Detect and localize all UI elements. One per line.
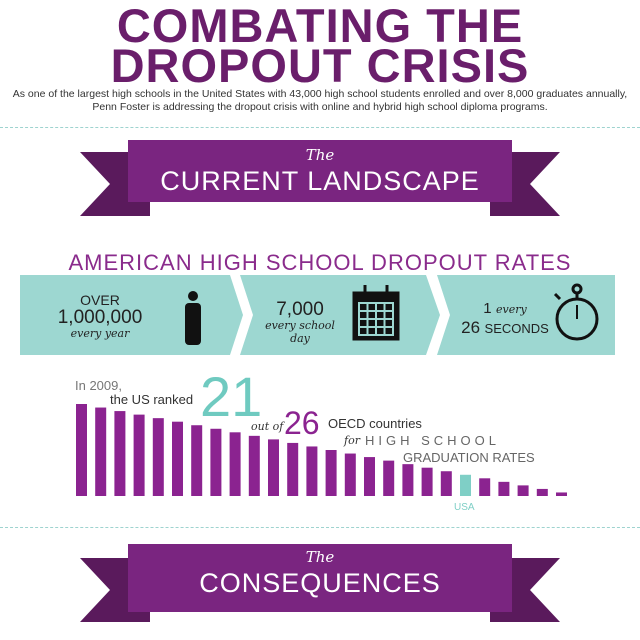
ribbon-shape <box>80 544 560 622</box>
bar <box>133 414 145 496</box>
stat-number: 7,000 <box>276 299 324 320</box>
bar <box>287 442 299 496</box>
stat-script: every year <box>70 327 130 340</box>
stat-number: 26 <box>461 318 481 337</box>
bar <box>517 485 529 496</box>
banner-the: The <box>305 146 335 164</box>
banner-current-landscape: The CURRENT LANDSCAPE <box>0 138 640 218</box>
bar <box>306 446 318 496</box>
bar <box>95 407 107 496</box>
bar <box>440 471 452 496</box>
bar <box>536 488 548 496</box>
bar <box>498 481 510 496</box>
bar <box>172 421 183 496</box>
bar <box>402 464 414 496</box>
stat-panel <box>437 275 615 355</box>
stopwatch-icon <box>553 283 599 341</box>
bar <box>325 450 337 496</box>
stats-strip <box>20 275 615 355</box>
bar <box>210 428 222 496</box>
bar <box>229 432 241 496</box>
bar <box>268 439 279 496</box>
title-line: DROPOUT CRISIS <box>110 39 530 92</box>
divider <box>0 527 640 528</box>
dropout-heading: AMERICAN HIGH SCHOOL DROPOUT RATES <box>68 250 572 275</box>
stat-one: 1 <box>483 300 492 317</box>
bar <box>114 411 126 496</box>
bar <box>76 404 87 496</box>
stat-yearly: OVER 1,000,000 every year <box>40 292 160 340</box>
banner-title: CURRENT LANDSCAPE <box>160 166 480 196</box>
bar <box>479 478 491 496</box>
intro-text: As one of the largest high schools in th… <box>12 88 628 113</box>
stat-unit: SECONDS <box>484 321 549 336</box>
stat-top: OVER <box>80 292 120 308</box>
stat-script: every school day <box>265 319 335 345</box>
bar <box>191 425 203 496</box>
bar <box>556 492 567 496</box>
stat-script: every <box>496 303 527 316</box>
banner-title: CONSEQUENCES <box>199 568 441 598</box>
bar <box>383 460 395 496</box>
banner-the: The <box>305 548 335 566</box>
title-line: COMBATING THE <box>116 0 524 52</box>
stat-daily: 7,000 every school day <box>255 300 345 345</box>
stat-seconds: 1 every 26 SECONDS <box>455 300 555 338</box>
bar <box>421 467 433 496</box>
banner-consequences: The CONSEQUENCES <box>0 540 640 622</box>
bar <box>152 418 164 496</box>
person-icon <box>185 291 201 345</box>
calendar-icon <box>352 285 400 341</box>
bar <box>344 453 356 496</box>
page-title: COMBATING THE DROPOUT CRISIS <box>0 0 640 92</box>
divider <box>0 127 640 128</box>
stat-number: 1,000,000 <box>57 307 143 328</box>
bar-usa <box>460 474 471 496</box>
ribbon-shape <box>80 140 560 216</box>
bar <box>364 457 375 496</box>
graduation-chart <box>76 404 567 496</box>
bar <box>248 435 260 496</box>
